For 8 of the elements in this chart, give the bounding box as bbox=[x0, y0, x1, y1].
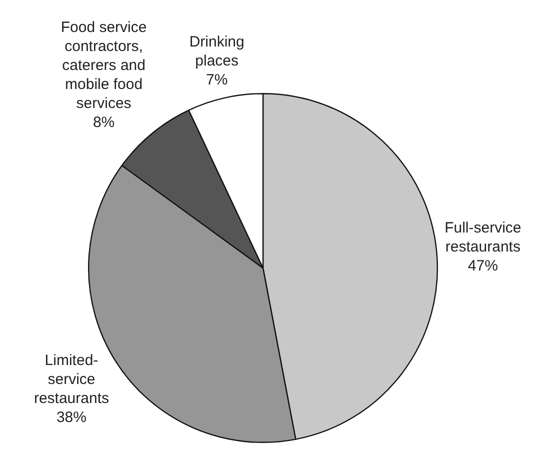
data-label: 47% bbox=[468, 257, 498, 274]
slice-label: Drinking places bbox=[189, 34, 244, 70]
data-label: 8% bbox=[92, 114, 115, 132]
slice-label: Food service contractors, caterers and mobile food services bbox=[60, 19, 147, 112]
slice-label: Limited-service restaurants bbox=[34, 352, 109, 408]
slice-label: Full-service restaurants bbox=[444, 219, 522, 256]
data-label: 38% bbox=[56, 409, 86, 426]
data-label: 7% bbox=[206, 72, 228, 89]
